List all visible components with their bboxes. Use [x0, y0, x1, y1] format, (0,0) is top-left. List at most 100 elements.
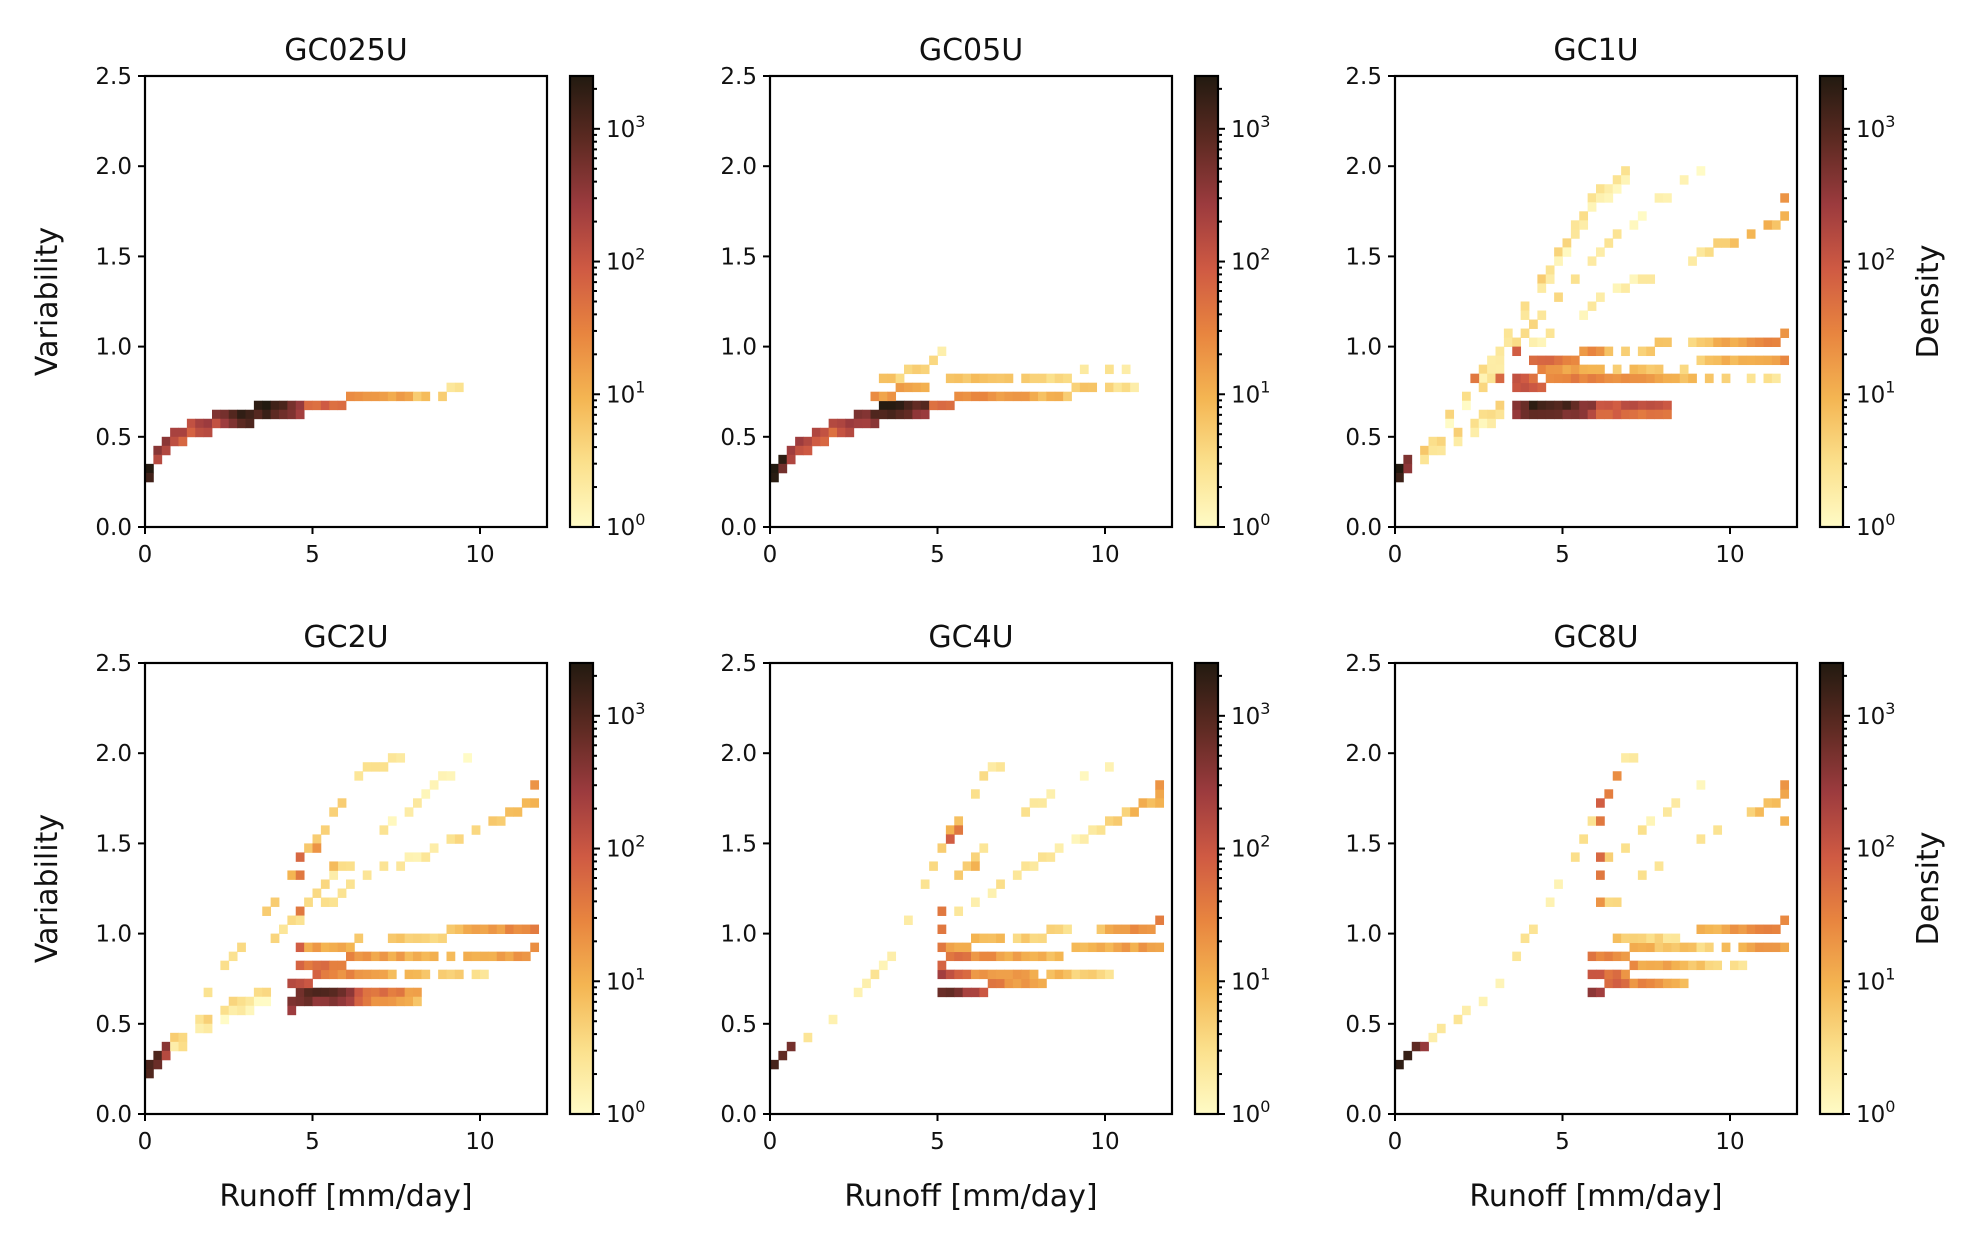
heatmap-cell — [212, 418, 221, 429]
heatmap-cell — [1545, 897, 1555, 907]
heatmap-cell — [1696, 924, 1706, 934]
heatmap-cell — [329, 996, 339, 1007]
heatmap-cell — [870, 409, 880, 420]
heatmap-cell — [1570, 274, 1580, 284]
heatmap-cell — [954, 942, 964, 953]
heatmap-cell — [1537, 310, 1547, 320]
heatmap-cell — [1604, 789, 1614, 799]
y-tick-label: 1.0 — [95, 922, 132, 948]
heatmap-cell — [996, 951, 1005, 962]
heatmap-cell — [170, 436, 179, 447]
heatmap-cell — [354, 996, 364, 1007]
heatmap-cell — [413, 996, 422, 1007]
heatmap-cell — [1579, 364, 1589, 375]
heatmap-cell — [904, 364, 913, 375]
heatmap-cell — [1570, 229, 1580, 239]
heatmap-cell — [379, 969, 389, 980]
heatmap-cell — [1063, 969, 1072, 980]
heatmap-cell — [937, 942, 947, 953]
heatmap-cell — [471, 924, 481, 934]
heatmap-cell — [295, 960, 305, 971]
heatmap-cell — [1079, 834, 1089, 844]
heatmap-cell — [145, 1059, 154, 1070]
heatmap-cell — [1780, 193, 1790, 203]
heatmap-cell — [1621, 843, 1630, 853]
heatmap-cell — [320, 400, 330, 411]
heatmap-cell — [1012, 391, 1022, 402]
colorbar-tick-label: 100 — [1231, 510, 1270, 541]
heatmap-cell — [513, 807, 523, 817]
heatmap-cell — [1596, 184, 1605, 194]
heatmap-cell — [170, 1032, 179, 1043]
heatmap-cell — [1537, 382, 1547, 393]
heatmap-cell — [471, 951, 481, 962]
heatmap-cell — [1046, 373, 1056, 384]
heatmap-cell — [1646, 816, 1656, 826]
heatmap-cell — [1029, 933, 1039, 944]
heatmap-cell — [945, 825, 955, 835]
heatmap-cell — [1487, 355, 1496, 366]
heatmap-cell — [488, 816, 498, 826]
heatmap-cell — [228, 996, 238, 1007]
y-axis-label: Variability — [30, 227, 65, 376]
heatmap-cell — [1780, 915, 1790, 925]
colorbar-tick-label: 102 — [1231, 245, 1270, 276]
heatmap-cell — [996, 373, 1005, 384]
heatmap-cell — [521, 951, 531, 962]
heatmap-cell — [895, 400, 905, 411]
heatmap-cell — [1587, 346, 1597, 357]
y-tick-label: 0.5 — [1345, 1012, 1382, 1038]
heatmap-cell — [1512, 951, 1522, 962]
heatmap-cell — [937, 400, 947, 411]
heatmap-cell — [413, 951, 422, 962]
heatmap-cell — [1721, 337, 1731, 347]
heatmap-cell — [1637, 373, 1647, 384]
heatmap-cell — [1629, 978, 1639, 989]
heatmap-cell — [1704, 337, 1714, 347]
heatmap-cell — [1130, 924, 1139, 934]
heatmap-cell — [1671, 978, 1681, 989]
heatmap-cell — [404, 951, 414, 962]
colorbar: 100 101 102 103 — [1193, 74, 1270, 541]
heatmap-cell — [287, 1005, 297, 1016]
heatmap-cell — [954, 987, 964, 998]
heatmap-cell — [1621, 166, 1630, 176]
heatmap-cell — [920, 409, 930, 420]
heatmap-cell — [346, 951, 355, 962]
heatmap-cell — [1688, 337, 1697, 347]
heatmap-cell — [1713, 355, 1723, 366]
colorbar-tick-label: 103 — [606, 699, 645, 730]
heatmap-cell — [346, 969, 355, 980]
heatmap-cell — [1612, 897, 1622, 907]
heatmap-cell — [904, 382, 913, 393]
colorbar-gradient — [570, 663, 593, 1114]
heatmap-cell — [1646, 274, 1656, 284]
heatmap-cell — [1663, 978, 1672, 989]
heatmap-cell — [203, 427, 213, 438]
heatmap-cell — [1554, 355, 1563, 366]
heatmap-cell — [1596, 364, 1605, 375]
heatmap-cell — [1411, 1041, 1421, 1052]
heatmap-cell — [979, 391, 989, 402]
heatmap-cell — [1512, 346, 1522, 357]
heatmap-cell — [1637, 978, 1647, 989]
heatmap-cell — [1738, 960, 1748, 971]
heatmap-cell — [1088, 942, 1098, 953]
heatmap-cell — [1654, 409, 1664, 420]
heatmap-cell — [1738, 337, 1748, 347]
heatmap-cell — [161, 1041, 171, 1052]
heatmap-cell — [161, 1050, 171, 1061]
heatmap-cell — [1038, 852, 1047, 862]
heatmap-cell — [1629, 933, 1639, 944]
heatmap-cell — [954, 373, 964, 384]
heatmap-cell — [1704, 942, 1714, 953]
axes-frame — [768, 74, 1174, 529]
heatmap-cell — [1054, 391, 1064, 402]
heatmap-cell — [837, 427, 846, 438]
heatmap-cell — [1021, 978, 1031, 989]
heatmap-cell — [279, 400, 288, 411]
heatmap-cell — [237, 942, 246, 953]
heatmap-cell — [770, 463, 779, 474]
heatmap-cell — [454, 969, 464, 980]
heatmap-cell — [371, 996, 380, 1007]
